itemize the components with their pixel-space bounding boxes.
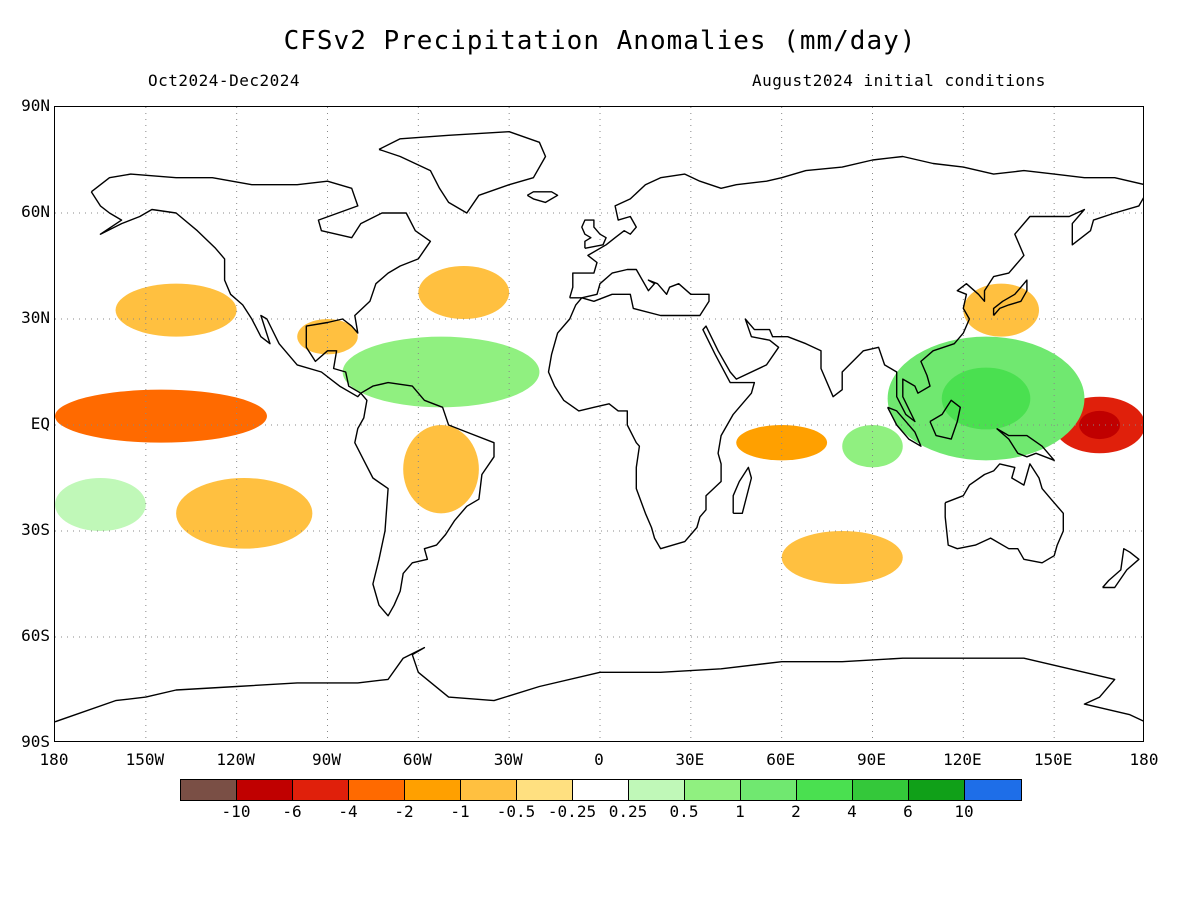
colorbar-swatch [741,780,797,800]
anomaly-region-10 [963,283,1040,337]
colorbar-swatch [573,780,629,800]
map-plot-area [54,106,1144,742]
colorbar-tick-label: -2 [394,802,414,821]
colorbar-swatch [405,780,461,800]
colorbar-tick-label: 1 [735,802,745,821]
lon-tick-label: 150E [1033,750,1073,769]
initial-conditions: August2024 initial conditions [752,71,1046,90]
colorbar-swatch [517,780,573,800]
lat-tick-label: 90N [21,96,50,115]
lat-tick-label: 30S [21,520,50,539]
borneo-coastline [929,399,961,440]
lon-tick-label: 0 [594,750,604,769]
lon-tick-label: 90W [312,750,341,769]
japan-coastline [992,279,1028,316]
colorbar-tick-label: -4 [338,802,358,821]
north-america-coastline [90,173,432,398]
colorbar-swatch [237,780,293,800]
colorbar-swatch [685,780,741,800]
eurasia-africa-coastline [547,155,1143,550]
colorbar-swatch [461,780,517,800]
anomaly-region-5 [342,336,540,408]
lon-tick-label: 120W [216,750,255,769]
colorbar [180,779,1022,801]
lon-tick-label: 150W [125,750,165,769]
lon-tick-label: 120E [943,750,982,769]
anomaly-region-9 [297,319,358,355]
new-guinea-coastline [996,427,1055,461]
lat-tick-label: 30N [21,308,50,327]
colorbar-tick-label: 0.25 [608,802,648,821]
lon-tick-label: 90E [857,750,886,769]
south-america-coastline [354,381,495,617]
colorbar-swatch [293,780,349,800]
anomaly-core-1 [113,402,209,430]
lon-tick-label: 30W [493,750,523,769]
colorbar-tick-label: 6 [903,802,913,821]
colorbar-swatch [349,780,405,800]
colorbar-tick-label: 0.5 [669,802,699,821]
colorbar-swatch [853,780,909,800]
colorbar-swatch [629,780,685,800]
anomaly-region-6 [176,478,313,549]
anomaly-region-11 [115,283,237,337]
forecast-period: Oct2024-Dec2024 [148,71,300,90]
sumatra-coastline [886,406,922,447]
colorbar-tick-label: 10 [954,802,974,821]
lat-tick-label: 60N [21,202,50,221]
australia-coastline [944,463,1064,564]
anomaly-region-13 [55,478,146,531]
iceland-coastline [526,191,559,204]
colorbar-swatch [181,780,237,800]
anomaly-region-8 [418,266,510,319]
colorbar-swatch [797,780,853,800]
lon-tick-label: 180 [1129,750,1159,769]
uk-coastline [581,219,607,249]
lon-tick-label: 60E [766,750,796,769]
colorbar-tick-label: -6 [282,802,302,821]
antarctica-coastline [55,646,1143,723]
anomaly-region-3 [736,425,828,461]
colorbar-swatch [909,780,965,800]
colorbar-tick-label: 2 [791,802,801,821]
anomaly-region-4 [842,425,903,468]
anomaly-core-2 [941,367,1031,430]
lon-tick-label: 60W [402,750,432,769]
colorbar-swatch [965,780,1021,800]
lon-tick-label: 30E [675,750,705,769]
colorbar-tick-label: -0.5 [496,802,536,821]
anomaly-region-7 [403,425,479,514]
chart-title: CFSv2 Precipitation Anomalies (mm/day) [283,26,917,56]
greenland-coastline [378,131,547,214]
colorbar-tick-label: -0.25 [547,802,597,821]
lat-tick-label: 60S [21,626,50,645]
anomaly-map [55,107,1143,741]
new-zealand-coastline [1102,548,1140,589]
colorbar-tick-label: -1 [450,802,470,821]
colorbar-tick-label: -10 [221,802,251,821]
madagascar-coastline [732,466,753,514]
lat-tick-label: 90S [21,732,50,751]
lat-tick-label: EQ [30,414,50,433]
colorbar-tick-label: 4 [847,802,857,821]
anomaly-region-12 [781,531,903,584]
lon-tick-label: 180 [39,750,69,769]
